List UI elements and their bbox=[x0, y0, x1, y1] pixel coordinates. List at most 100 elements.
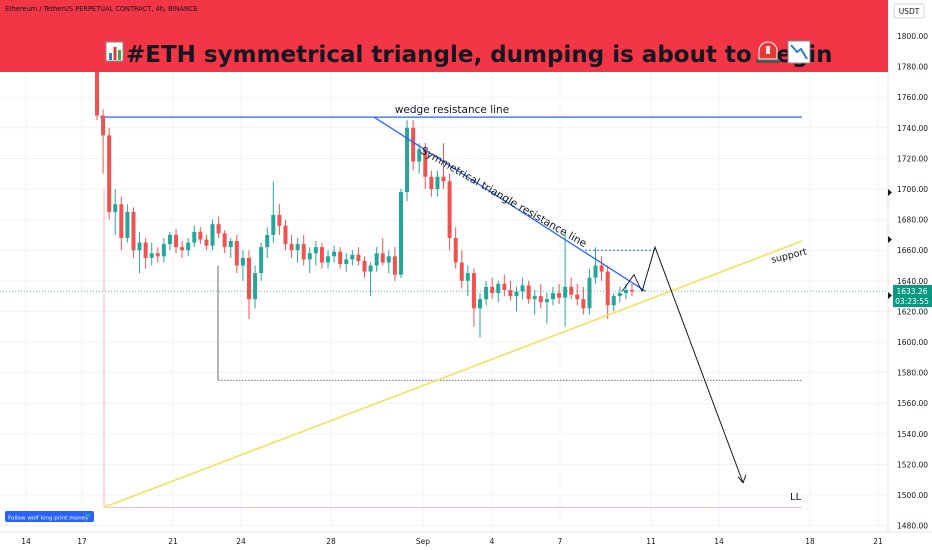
title-banner: Ethereum / TetherUS PERPETUAL CONTRACT, … bbox=[0, 0, 888, 72]
candle-body bbox=[113, 204, 118, 212]
candle-body bbox=[167, 234, 172, 245]
candle-body bbox=[550, 293, 555, 300]
candle-body bbox=[417, 149, 422, 162]
candle-body bbox=[301, 244, 306, 260]
alert-marker-icon[interactable] bbox=[888, 236, 892, 243]
candle-body bbox=[240, 257, 245, 266]
price-tick-label: 1640.00 bbox=[897, 277, 928, 286]
candle-body bbox=[423, 149, 428, 177]
plot-area[interactable] bbox=[0, 0, 888, 532]
time-tick-label: 21 bbox=[168, 537, 178, 546]
time-tick-label: 18 bbox=[805, 537, 815, 546]
drawings[interactable] bbox=[103, 116, 803, 508]
candle-body bbox=[228, 241, 233, 248]
candle-body bbox=[326, 256, 331, 263]
candle-body bbox=[392, 256, 397, 275]
candle-body bbox=[544, 299, 549, 303]
candle-body bbox=[623, 289, 628, 294]
candle-body bbox=[398, 192, 403, 275]
candle-body bbox=[557, 293, 562, 298]
candle-body bbox=[447, 181, 452, 238]
price-tick-label: 1740.00 bbox=[897, 124, 928, 133]
candle-body bbox=[356, 254, 361, 261]
candle-body bbox=[186, 242, 191, 251]
banner-background bbox=[0, 0, 888, 72]
candle-body bbox=[508, 289, 513, 297]
price-tick-label: 1480.00 bbox=[897, 522, 928, 531]
projection-hump bbox=[621, 273, 643, 292]
candle-body bbox=[198, 231, 203, 240]
watermark-text: Follow wolf king print money bbox=[8, 516, 89, 522]
projection-path[interactable] bbox=[641, 245, 744, 483]
candle-body bbox=[295, 244, 300, 251]
candle-body bbox=[246, 257, 251, 300]
siren-emoji-icon bbox=[756, 41, 780, 63]
candle-body bbox=[453, 237, 458, 263]
support-trendline[interactable] bbox=[103, 240, 803, 508]
time-tick-label: 28 bbox=[326, 537, 336, 546]
price-tick-label: 1500.00 bbox=[897, 491, 928, 500]
time-tick-label: 4 bbox=[490, 537, 495, 546]
candle-body bbox=[380, 253, 385, 263]
time-tick-label: 21 bbox=[873, 537, 883, 546]
currency-button[interactable] bbox=[893, 3, 925, 19]
candle-body bbox=[490, 286, 495, 294]
price-axis-pane[interactable] bbox=[888, 0, 932, 550]
candle-body bbox=[471, 273, 476, 309]
candle-body bbox=[538, 296, 543, 303]
candle-body bbox=[405, 127, 410, 193]
candle-body bbox=[526, 285, 531, 300]
grid bbox=[0, 35, 888, 532]
candle-body bbox=[520, 285, 525, 292]
price-tick-label: 1760.00 bbox=[897, 93, 928, 102]
price-tick-label: 1780.00 bbox=[897, 63, 928, 72]
ll-label: LL bbox=[790, 492, 802, 503]
time-tick-label: 14 bbox=[21, 537, 31, 546]
candle-body bbox=[617, 293, 622, 297]
price-axis-ticks: 1800.00 1780.00 1760.00 1740.00 1720.00 1700.… bbox=[897, 32, 928, 531]
alert-marker-icon[interactable] bbox=[888, 292, 892, 299]
price-tick-label: 1700.00 bbox=[897, 185, 928, 194]
candle-body bbox=[496, 283, 501, 294]
candle-body bbox=[338, 251, 343, 264]
candle-body bbox=[611, 296, 616, 306]
symbol-line: Ethereum / TetherUS PERPETUAL CONTRACT, … bbox=[5, 5, 198, 13]
triangle-resistance-trendline[interactable] bbox=[373, 116, 647, 293]
headline: #ETH symmetrical triangle, dumping is ab… bbox=[126, 42, 833, 68]
price-tick-label: 1520.00 bbox=[897, 460, 928, 469]
candle-body bbox=[350, 254, 355, 260]
candle-body bbox=[368, 265, 373, 272]
candle-body bbox=[161, 244, 166, 257]
candle-body bbox=[575, 294, 580, 300]
candle-body bbox=[332, 251, 337, 257]
candle-body bbox=[192, 231, 197, 243]
candle-body bbox=[143, 242, 148, 258]
time-axis-ticks: 14 17 21 24 28 Sep 4 7 11 14 18 21 bbox=[21, 537, 883, 546]
candle-body bbox=[344, 259, 349, 264]
candle-body bbox=[131, 211, 136, 251]
candle-body bbox=[587, 277, 592, 309]
price-tag-background bbox=[893, 285, 932, 307]
candle-body bbox=[411, 127, 416, 162]
candle-body bbox=[569, 286, 574, 295]
alert-marker-icon[interactable] bbox=[888, 189, 892, 196]
projection-arrowhead-icon bbox=[737, 474, 747, 484]
candle-body bbox=[478, 299, 483, 309]
price-tick-label: 1540.00 bbox=[897, 430, 928, 439]
candle-body bbox=[180, 247, 185, 251]
candle-body bbox=[271, 215, 276, 235]
candle-body bbox=[137, 242, 142, 251]
price-tick-label: 1660.00 bbox=[897, 246, 928, 255]
candle-body bbox=[119, 204, 124, 238]
candle-body bbox=[253, 273, 258, 300]
candle-body bbox=[222, 233, 227, 248]
candle-body bbox=[234, 241, 239, 266]
currency-label: USDT bbox=[899, 7, 920, 16]
price-tick-label: 1560.00 bbox=[897, 399, 928, 408]
last-price-tag: 1633.26 03:23:55 bbox=[893, 285, 932, 307]
candle-body bbox=[107, 135, 112, 212]
candle-body bbox=[283, 225, 288, 245]
candle-body bbox=[259, 247, 264, 274]
